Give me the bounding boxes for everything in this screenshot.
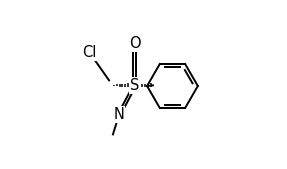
Text: N: N [114, 107, 125, 122]
Text: S: S [130, 78, 139, 93]
Text: Cl: Cl [82, 45, 96, 60]
Text: O: O [129, 36, 141, 51]
